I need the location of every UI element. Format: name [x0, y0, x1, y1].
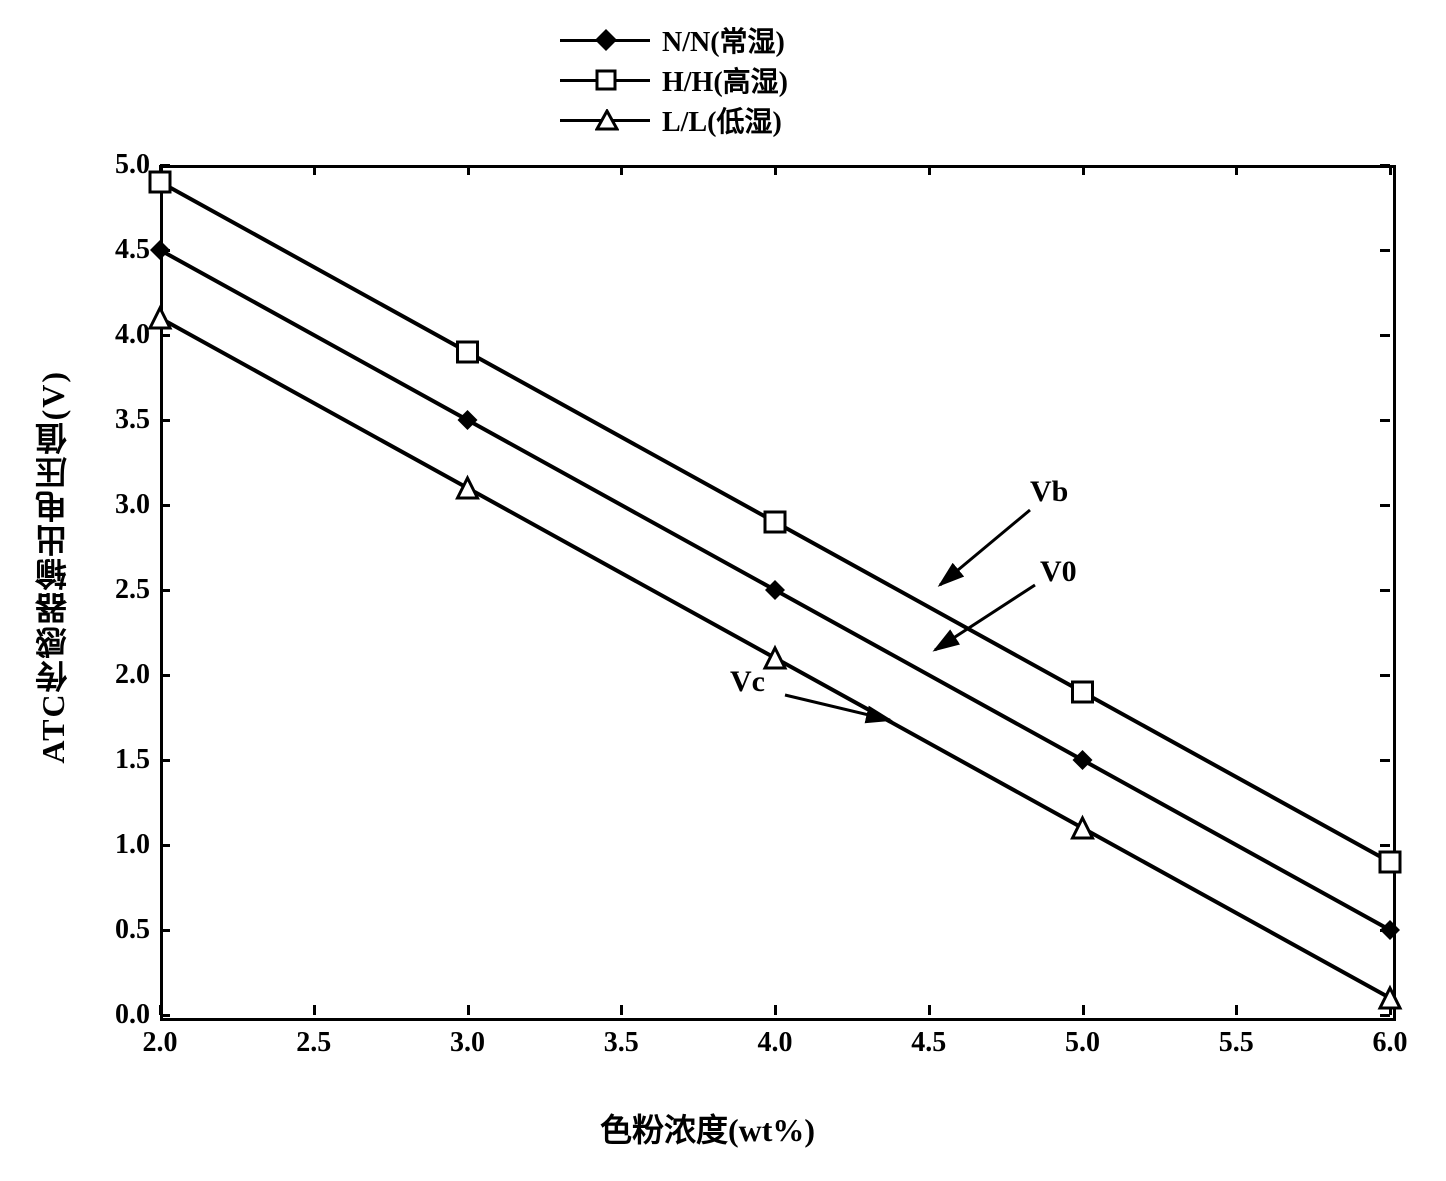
y-tick-label: 4.5 [90, 234, 150, 266]
legend-label: N/N(常湿) [662, 20, 785, 60]
y-tick-label: 4.0 [90, 319, 150, 351]
legend-marker-triangle [560, 105, 650, 135]
y-tick-label: 2.0 [90, 659, 150, 691]
x-axis-label: 色粉浓度(wt%) [600, 1105, 815, 1151]
data-point [150, 308, 170, 328]
y-tick-label: 3.0 [90, 489, 150, 521]
x-tick-label: 5.0 [1053, 1027, 1113, 1059]
annotation-arrow [940, 510, 1030, 585]
data-point [765, 648, 785, 668]
x-tick-label: 2.0 [130, 1027, 190, 1059]
data-point [765, 512, 785, 532]
x-tick-label: 2.5 [284, 1027, 344, 1059]
y-axis-label: ATC传感器输出电压值(V) [30, 370, 76, 764]
x-tick-label: 5.5 [1206, 1027, 1266, 1059]
y-tick-label: 3.5 [90, 404, 150, 436]
data-point [765, 580, 785, 600]
data-point [1380, 852, 1400, 872]
legend-label: L/L(低湿) [662, 100, 782, 140]
legend-item-ll: L/L(低湿) [560, 100, 788, 140]
y-tick-label: 1.0 [90, 829, 150, 861]
x-tick-label: 3.0 [438, 1027, 498, 1059]
x-tick-label: 4.5 [899, 1027, 959, 1059]
data-point [1073, 750, 1093, 770]
data-point [1380, 920, 1400, 940]
chart-container: N/N(常湿) H/H(高湿) L/L(低湿) ATC传感器输出电压值(V) 色… [20, 20, 1426, 1161]
data-point [1073, 818, 1093, 838]
data-point [458, 478, 478, 498]
plot-svg [157, 162, 1393, 1018]
legend: N/N(常湿) H/H(高湿) L/L(低湿) [560, 20, 788, 140]
y-tick-label: 1.5 [90, 744, 150, 776]
y-tick-label: 5.0 [90, 149, 150, 181]
data-point [1073, 682, 1093, 702]
legend-item-nn: N/N(常湿) [560, 20, 788, 60]
legend-marker-square [560, 65, 650, 95]
legend-item-hh: H/H(高湿) [560, 60, 788, 100]
data-point [150, 240, 170, 260]
data-point [458, 342, 478, 362]
data-point [458, 410, 478, 430]
annotation-label: Vc [730, 665, 765, 699]
x-tick-label: 3.5 [591, 1027, 651, 1059]
data-point [150, 172, 170, 192]
annotation-arrow [785, 695, 890, 720]
legend-label: H/H(高湿) [662, 60, 788, 100]
y-tick-label: 0.5 [90, 914, 150, 946]
annotation-label: Vb [1030, 475, 1068, 509]
data-point [1380, 988, 1400, 1008]
x-tick-label: 4.0 [745, 1027, 805, 1059]
y-tick-label: 2.5 [90, 574, 150, 606]
x-tick-label: 6.0 [1360, 1027, 1420, 1059]
legend-marker-diamond [560, 25, 650, 55]
annotation-label: V0 [1040, 555, 1077, 589]
